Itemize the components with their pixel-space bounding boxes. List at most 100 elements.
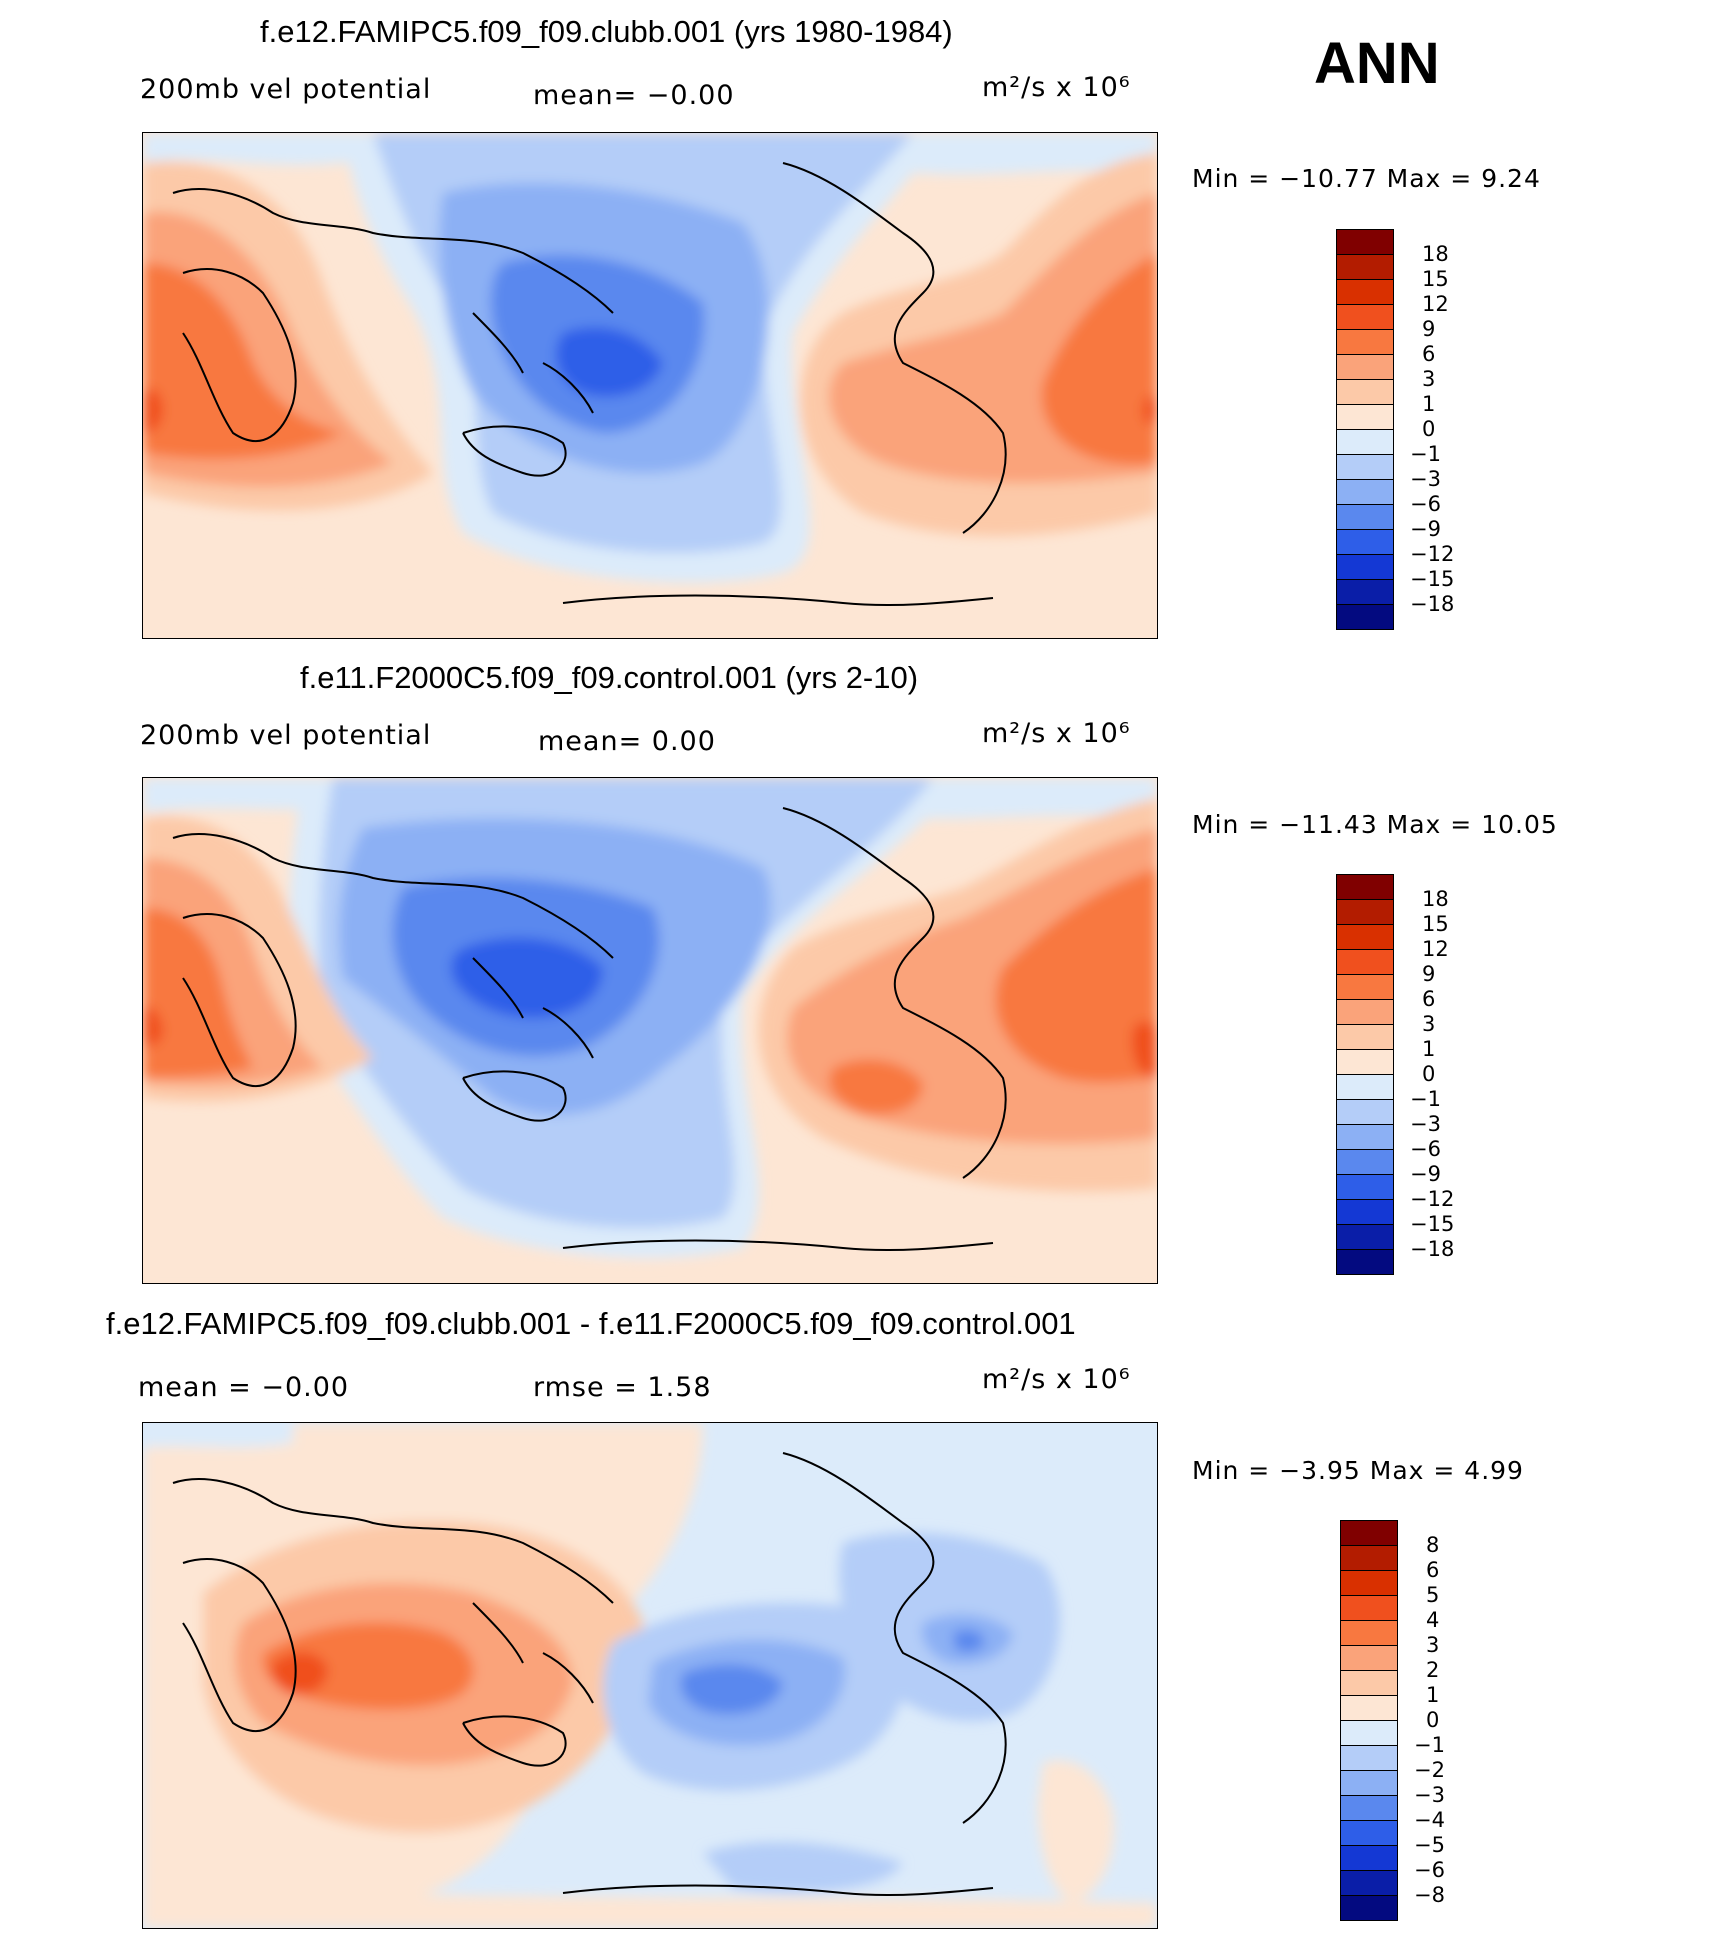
colorbar-swatch: [1336, 1049, 1394, 1075]
panel-1-variable-label: 200mb vel potential: [140, 74, 432, 105]
colorbar-tick-label: −6: [1410, 1137, 1441, 1161]
colorbar-tick-label: 9: [1422, 962, 1436, 986]
colorbar-swatch: [1336, 1249, 1394, 1275]
colorbar-swatch: [1336, 379, 1394, 405]
colorbar-tick-label: −8: [1414, 1883, 1445, 1907]
colorbar-tick-label: 5: [1426, 1583, 1440, 1607]
colorbar-swatch: [1336, 579, 1394, 605]
colorbar-tick-label: −9: [1410, 1162, 1441, 1186]
panel-3-coastlines: [172, 1452, 1007, 1897]
panel-3-mean-label: mean = −0.00: [138, 1372, 350, 1403]
colorbar-swatch: [1340, 1795, 1398, 1821]
colorbar-tick-label: −1: [1410, 1087, 1441, 1111]
colorbar-tick-label: −6: [1410, 492, 1441, 516]
colorbar-swatch: [1336, 899, 1394, 925]
panel-3-colorbar: 8 6 5 4 3 2 1 0 −1 −2 −3 −4 −5 −6 −8: [1340, 1520, 1460, 1921]
colorbar-swatch: [1340, 1870, 1398, 1896]
panel-3-title: f.e12.FAMIPC5.f09_f09.clubb.001 - f.e11.…: [106, 1306, 1076, 1341]
panel-2-map: [142, 777, 1158, 1284]
colorbar-tick-label: 2: [1426, 1658, 1440, 1682]
colorbar-tick-label: 9: [1422, 317, 1436, 341]
colorbar-tick-label: 6: [1426, 1558, 1440, 1582]
colorbar-swatch: [1340, 1720, 1398, 1746]
colorbar-tick-label: −12: [1410, 542, 1455, 566]
panel-1-title: f.e12.FAMIPC5.f09_f09.clubb.001 (yrs 198…: [260, 14, 953, 49]
colorbar-tick-label: 12: [1422, 292, 1449, 316]
colorbar-swatch: [1340, 1845, 1398, 1871]
colorbar-tick-label: 6: [1422, 342, 1436, 366]
colorbar-tick-label: 0: [1422, 417, 1436, 441]
colorbar-swatch: [1340, 1670, 1398, 1696]
colorbar-swatch: [1340, 1770, 1398, 1796]
colorbar-swatch: [1336, 949, 1394, 975]
panel-2-min-max: Min = −11.43 Max = 10.05: [1192, 810, 1558, 839]
colorbar-swatch: [1340, 1570, 1398, 1596]
colorbar-swatch: [1336, 1149, 1394, 1175]
colorbar-swatch: [1336, 874, 1394, 900]
season-label: ANN: [1314, 31, 1440, 96]
colorbar-swatch: [1340, 1520, 1398, 1546]
panel-2-mean-label: mean= 0.00: [538, 726, 716, 757]
panel-1-min-max: Min = −10.77 Max = 9.24: [1192, 164, 1541, 193]
colorbar-swatch: [1340, 1545, 1398, 1571]
colorbar-swatch: [1336, 924, 1394, 950]
colorbar-swatch: [1336, 604, 1394, 630]
panel-1-colorbar: 18 15 12 9 6 3 1 0 −1 −3 −6 −9 −12 −15 −18: [1336, 229, 1456, 630]
colorbar-swatch: [1340, 1620, 1398, 1646]
colorbar-tick-label: 18: [1422, 242, 1449, 266]
colorbar-tick-label: 12: [1422, 937, 1449, 961]
colorbar-swatch: [1336, 999, 1394, 1025]
panel-3-contour-field: [143, 1423, 1157, 1928]
colorbar-tick-label: 3: [1422, 1012, 1436, 1036]
panel-3-map: [142, 1422, 1158, 1929]
colorbar-tick-label: −3: [1414, 1783, 1445, 1807]
panel-2-contour-field: [143, 778, 1157, 1283]
colorbar-tick-label: 4: [1426, 1608, 1440, 1632]
panel-2-coastlines: [172, 807, 1007, 1252]
colorbar-tick-label: 1: [1426, 1683, 1440, 1707]
colorbar-tick-label: −1: [1410, 442, 1441, 466]
colorbar-tick-label: −18: [1410, 1237, 1455, 1261]
colorbar-tick-label: 1: [1422, 1037, 1436, 1061]
colorbar-swatch: [1336, 329, 1394, 355]
colorbar-tick-label: 15: [1422, 912, 1449, 936]
colorbar-tick-label: −4: [1414, 1808, 1445, 1832]
panel-1-map: [142, 132, 1158, 639]
colorbar-swatch: [1340, 1895, 1398, 1921]
colorbar-tick-label: −3: [1410, 467, 1441, 491]
colorbar-tick-label: 3: [1422, 367, 1436, 391]
colorbar-swatch: [1336, 354, 1394, 380]
colorbar-tick-label: −12: [1410, 1187, 1455, 1211]
colorbar-swatch: [1340, 1645, 1398, 1671]
colorbar-swatch: [1340, 1595, 1398, 1621]
colorbar-tick-label: 6: [1422, 987, 1436, 1011]
colorbar-tick-label: −3: [1410, 1112, 1441, 1136]
colorbar-swatch: [1336, 554, 1394, 580]
colorbar-tick-label: −2: [1414, 1758, 1445, 1782]
colorbar-tick-label: 18: [1422, 887, 1449, 911]
colorbar-swatch: [1340, 1745, 1398, 1771]
panel-2-title: f.e11.F2000C5.f09_f09.control.001 (yrs 2…: [300, 660, 919, 695]
colorbar-swatch: [1336, 479, 1394, 505]
panel-1-coastlines: [172, 162, 1007, 607]
panel-2-colorbar: 18 15 12 9 6 3 1 0 −1 −3 −6 −9 −12 −15 −18: [1336, 874, 1456, 1275]
colorbar-tick-label: −6: [1414, 1858, 1445, 1882]
colorbar-swatch: [1336, 1199, 1394, 1225]
colorbar-tick-label: 15: [1422, 267, 1449, 291]
colorbar-tick-label: −1: [1414, 1733, 1445, 1757]
colorbar-tick-label: −5: [1414, 1833, 1445, 1857]
colorbar-swatch: [1336, 254, 1394, 280]
panel-2-units: m²/s x 10⁶: [982, 718, 1131, 749]
colorbar-swatch: [1336, 1024, 1394, 1050]
panel-1-mean-label: mean= −0.00: [533, 80, 735, 111]
panel-1-units: m²/s x 10⁶: [982, 72, 1131, 103]
colorbar-swatch: [1336, 279, 1394, 305]
colorbar-swatch: [1336, 1099, 1394, 1125]
colorbar-swatch: [1336, 1224, 1394, 1250]
panel-1-contour-field: [143, 133, 1157, 638]
colorbar-tick-label: −9: [1410, 517, 1441, 541]
colorbar-tick-label: 3: [1426, 1633, 1440, 1657]
colorbar-swatch: [1336, 404, 1394, 430]
colorbar-swatch: [1336, 1124, 1394, 1150]
panel-2-variable-label: 200mb vel potential: [140, 720, 432, 751]
